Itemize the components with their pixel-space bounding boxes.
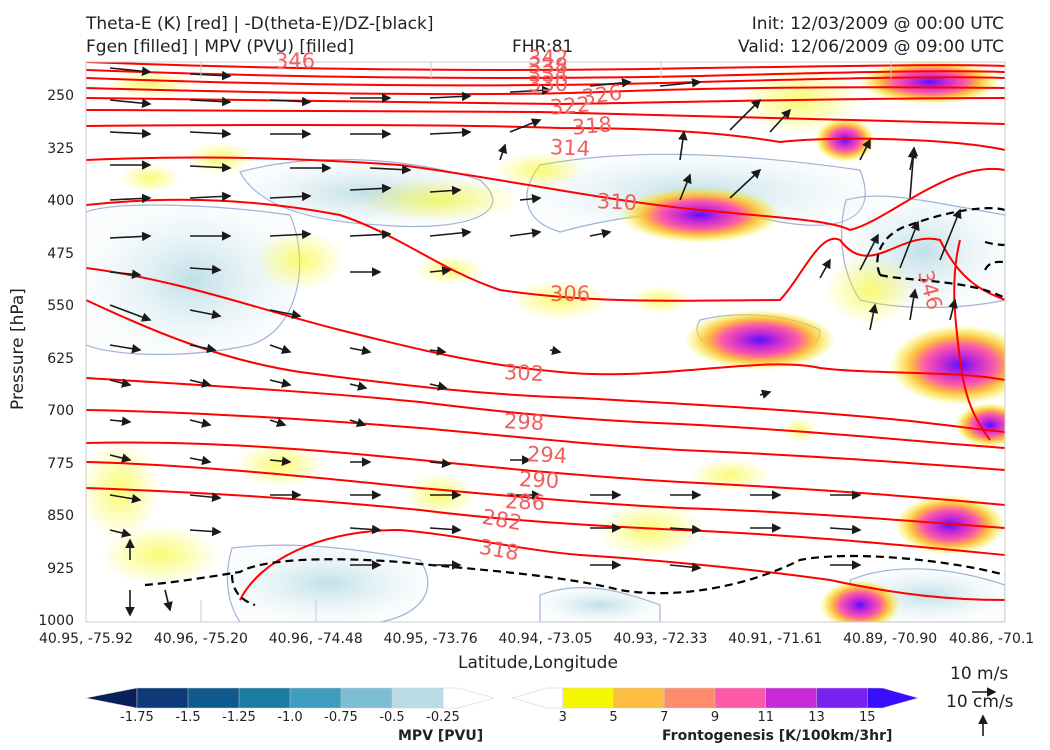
y-tick-label: 325 <box>47 140 74 157</box>
dthetae-dz-contours <box>144 207 1005 607</box>
theta-e-contour-label: 346 <box>275 49 316 73</box>
y-tick-label: 400 <box>47 193 74 209</box>
fgen-colorbar-title: Frontogenesis [K/100km/3hr] <box>662 728 893 744</box>
colorbar-tick-label: -1.5 <box>175 710 201 725</box>
wind-vectors <box>109 66 962 617</box>
colorbar-tick-label: -0.5 <box>379 710 405 725</box>
x-tick-label: 40.95, -75.92 <box>38 631 134 647</box>
colorbar-tick-label: 15 <box>858 710 876 725</box>
x-tick-label: 40.91, -71.61 <box>728 631 823 647</box>
mpv-colorbar-title: MPV [PVU] <box>398 728 484 744</box>
wind-ref-horizontal: 10 m/s <box>950 664 1009 684</box>
colorbar-tick-label: 5 <box>609 710 618 725</box>
theta-e-contour-label: 302 <box>503 359 545 387</box>
x-tick-label: 40.89, -70.90 <box>843 631 938 647</box>
filled-fields <box>86 62 1005 622</box>
x-tick-label: 40.93, -72.33 <box>613 631 708 647</box>
plot-frame <box>85 61 1006 623</box>
y-tick-label: 1000 <box>38 613 74 629</box>
x-tick-label: 40.96, -74.48 <box>268 631 363 647</box>
forecast-hour: FHR:81 <box>512 37 574 57</box>
y-tick-label: 475 <box>47 245 74 262</box>
y-tick-label: 775 <box>47 455 74 472</box>
colorbar-tick-label: 11 <box>757 710 775 725</box>
valid-time: Valid: 12/06/2009 @ 09:00 UTC <box>738 37 1004 57</box>
colorbar-tick-label: 3 <box>558 710 567 725</box>
colorbar-tick-label: -0.75 <box>324 710 358 725</box>
theta-e-contour-label: 330 <box>528 72 569 96</box>
colorbar-tick-label: -1.25 <box>222 710 256 725</box>
theta-e-contour-label: 338 <box>528 54 569 78</box>
x-axis-label: Latitude,Longitude <box>458 653 618 673</box>
x-tick-label: 40.96, -75.20 <box>153 631 248 647</box>
colorbar-tick-label: -1.75 <box>120 710 154 725</box>
colorbar-tick-label: 9 <box>710 710 720 725</box>
y-axis-label: Pressure [hPa] <box>8 288 28 410</box>
theta-e-contour-label: 310 <box>596 188 638 216</box>
y-tick-label: 925 <box>47 560 74 577</box>
colorbar-tick-label: 7 <box>660 710 669 725</box>
theta-e-contour-label: 298 <box>503 408 545 436</box>
x-tick-label: 40.94, -73.05 <box>498 631 593 647</box>
wind-ref-vertical: 10 cm/s <box>946 692 1014 712</box>
title-line-2: Fgen [filled] | MPV (PVU) [filled] <box>86 37 355 57</box>
theta-e-contour-label: 342 <box>528 46 569 70</box>
y-tick-label: 850 <box>47 508 74 524</box>
x-tick-marks <box>200 62 892 622</box>
init-time: Init: 12/03/2009 @ 00:00 UTC <box>751 14 1004 34</box>
theta-e-contours <box>86 62 1005 601</box>
x-tick-label: 40.95, -73.76 <box>383 631 478 647</box>
x-tick-label: 40.86, -70.1 <box>949 631 1035 647</box>
y-tick-label: 700 <box>47 403 74 419</box>
colorbar-tick-label: -1.0 <box>277 710 303 725</box>
y-tick-label: 250 <box>47 88 74 104</box>
theta-e-contour-label: 306 <box>550 282 591 306</box>
y-tick-label: 625 <box>47 350 74 367</box>
theta-e-contour-label: 294 <box>526 441 568 469</box>
colorbar-tick-label: 13 <box>808 710 825 725</box>
colorbar-tick-label: -0.25 <box>426 710 460 725</box>
theta-e-contour-label: 314 <box>549 134 591 162</box>
theta-e-contour-label: 334 <box>528 62 569 86</box>
fgen-fill <box>86 62 1005 622</box>
y-tick-label: 550 <box>47 298 74 314</box>
title-line-1: Theta-E (K) [red] | -D(theta-E)/DZ-[blac… <box>86 14 434 34</box>
